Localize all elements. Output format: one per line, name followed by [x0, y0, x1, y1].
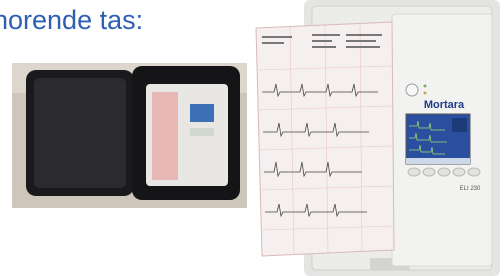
soft-keys [408, 168, 480, 176]
led [424, 92, 427, 95]
led [424, 85, 427, 88]
case-photo [12, 63, 247, 208]
ecg-paper [256, 22, 394, 256]
case-mesh [34, 78, 126, 188]
slide: horende tas: [0, 0, 504, 276]
screen-readout [452, 118, 467, 132]
screen-menu [406, 158, 470, 164]
model-label: ELI 230 [460, 186, 481, 192]
keys-in-case [190, 128, 214, 136]
screen-in-case [190, 104, 214, 122]
ecg-device-photo: Mortara ELI 230 [256, 0, 500, 276]
paper-in-case [152, 92, 178, 180]
power-button [406, 84, 418, 96]
slide-title: horende tas: [0, 5, 143, 35]
brand-logo: Mortara [424, 99, 465, 111]
